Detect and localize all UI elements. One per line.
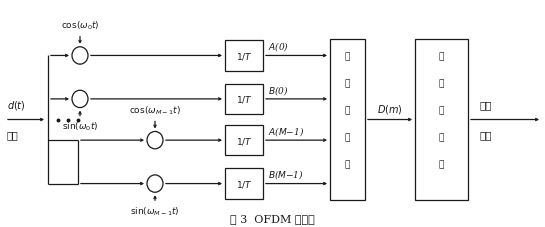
Text: $D(m)$: $D(m)$	[377, 103, 403, 116]
Text: $1/T$: $1/T$	[235, 178, 252, 189]
Text: $B$($M$−1): $B$($M$−1)	[268, 168, 304, 180]
Text: $d(t)$: $d(t)$	[7, 98, 26, 111]
Bar	[225, 169, 263, 199]
Text: 图 3  OFDM 解调制: 图 3 OFDM 解调制	[229, 213, 314, 223]
Text: 据: 据	[439, 79, 444, 88]
Circle shape	[72, 91, 88, 108]
Text: $1/T$: $1/T$	[235, 135, 252, 146]
Text: 串: 串	[345, 52, 350, 61]
Text: 器: 器	[439, 160, 444, 169]
Circle shape	[147, 132, 163, 149]
Text: 码: 码	[439, 133, 444, 142]
Text: 数: 数	[439, 52, 444, 61]
Text: 解: 解	[439, 106, 444, 115]
Text: 串行: 串行	[480, 100, 492, 109]
Circle shape	[147, 175, 163, 192]
Text: 器: 器	[345, 160, 350, 169]
Bar	[225, 84, 263, 115]
Text: $\cos(\omega_0 t)$: $\cos(\omega_0 t)$	[60, 20, 99, 32]
Text: $1/T$: $1/T$	[235, 51, 252, 62]
Bar	[415, 40, 468, 200]
Text: $\sin(\omega_0 t)$: $\sin(\omega_0 t)$	[62, 120, 98, 133]
Circle shape	[72, 48, 88, 65]
Text: 变: 变	[345, 106, 350, 115]
Text: $\sin(\omega_{M-1}t)$: $\sin(\omega_{M-1}t)$	[130, 205, 180, 217]
Text: 数据: 数据	[480, 131, 492, 140]
Bar	[225, 41, 263, 71]
Text: $B$(0): $B$(0)	[268, 83, 288, 96]
Text: $1/T$: $1/T$	[235, 94, 252, 105]
Text: 并: 并	[345, 79, 350, 88]
Text: $\cos(\omega_{M-1}t)$: $\cos(\omega_{M-1}t)$	[129, 104, 181, 116]
Bar	[330, 40, 365, 200]
Text: $A$(0): $A$(0)	[268, 40, 289, 53]
Text: 换: 换	[345, 133, 350, 142]
Bar	[225, 125, 263, 156]
Text: $A$($M$−1): $A$($M$−1)	[268, 124, 304, 137]
Text: 信道: 信道	[7, 131, 19, 140]
